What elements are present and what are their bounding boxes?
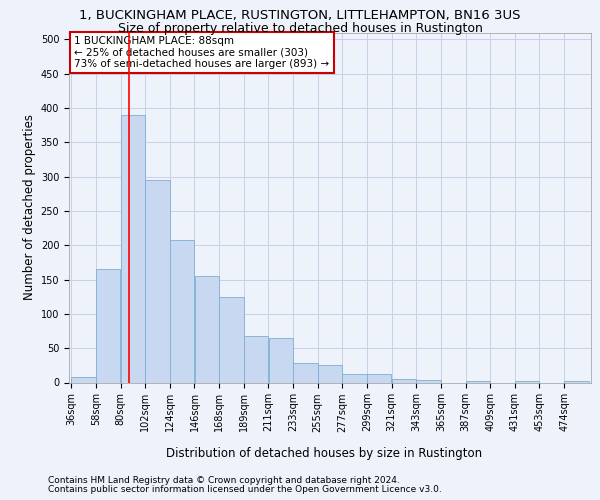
Y-axis label: Number of detached properties: Number of detached properties (23, 114, 37, 300)
Bar (416, 380, 441, 382)
Bar (96, 270, 121, 382)
Bar (515, 381, 539, 382)
Bar (219, 296, 244, 382)
Bar (71, 377, 96, 382)
Text: 1, BUCKINGHAM PLACE, RUSTINGTON, LITTLEHAMPTON, BN16 3US: 1, BUCKINGHAM PLACE, RUSTINGTON, LITTLEH… (79, 9, 521, 22)
Bar (318, 366, 342, 382)
Bar (466, 381, 490, 382)
Bar (392, 379, 416, 382)
Text: Distribution of detached houses by size in Rustington: Distribution of detached houses by size … (166, 448, 482, 460)
Bar (367, 374, 391, 382)
Bar (269, 338, 293, 382)
Text: Contains HM Land Registry data © Crown copyright and database right 2024.: Contains HM Land Registry data © Crown c… (48, 476, 400, 485)
Text: Size of property relative to detached houses in Rustington: Size of property relative to detached ho… (118, 22, 482, 35)
Bar (170, 240, 194, 382)
Bar (121, 115, 145, 382)
Bar (194, 276, 219, 382)
Bar (343, 374, 367, 382)
Bar (145, 180, 170, 382)
Bar (244, 336, 268, 382)
Text: 1 BUCKINGHAM PLACE: 88sqm
← 25% of detached houses are smaller (303)
73% of semi: 1 BUCKINGHAM PLACE: 88sqm ← 25% of detac… (74, 36, 329, 69)
Bar (564, 381, 589, 382)
Bar (293, 364, 317, 382)
Text: Contains public sector information licensed under the Open Government Licence v3: Contains public sector information licen… (48, 485, 442, 494)
